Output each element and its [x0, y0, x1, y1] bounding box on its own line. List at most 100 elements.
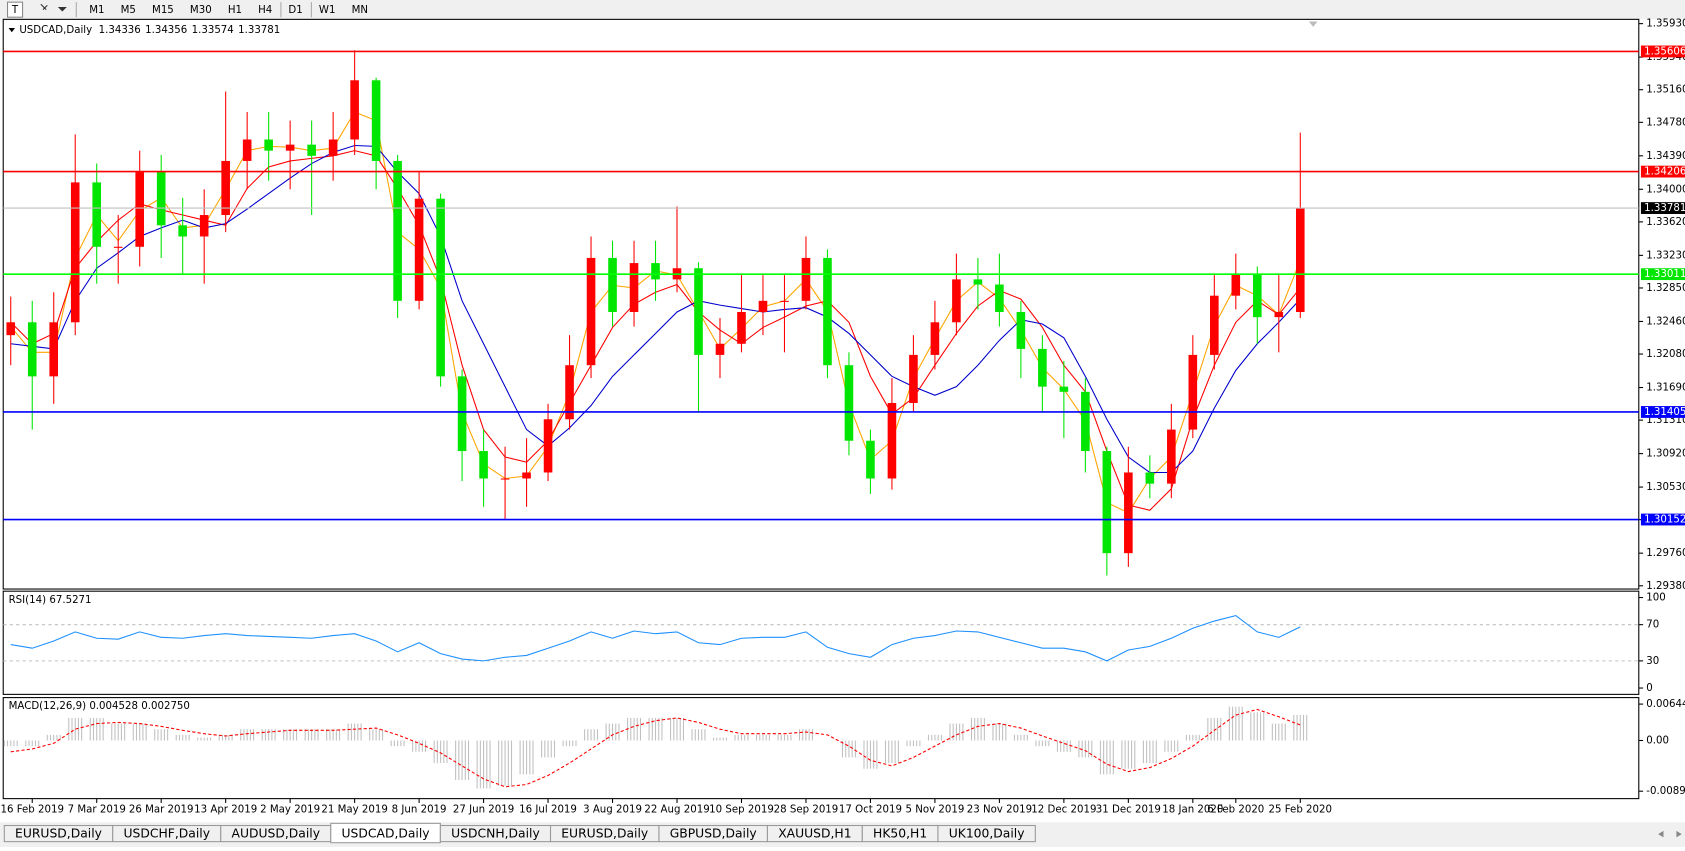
price-tag [1640, 45, 1685, 58]
candle-body [1081, 391, 1090, 452]
y-tick-label: 1.34780 [1646, 117, 1685, 128]
candle-body [113, 246, 123, 248]
timeframe-button[interactable]: D1 [288, 5, 302, 16]
timeframe-button[interactable]: W1 [319, 5, 336, 16]
candle-body [371, 80, 381, 161]
candle-body [1231, 274, 1241, 296]
y-tick-label: 0 [1646, 683, 1652, 694]
y-tick-label: 1.29760 [1646, 548, 1685, 559]
candle-body [844, 365, 854, 441]
candle-body [1102, 451, 1112, 554]
x-tick-label: 13 Apr 2019 [194, 804, 257, 815]
candle-body [242, 139, 252, 161]
price-tag-label: 1.34206 [1644, 167, 1685, 178]
tab-label[interactable]: USDCHF,Daily [123, 827, 210, 841]
tab-scroll-arrows[interactable] [1658, 830, 1682, 838]
candle-body [457, 376, 467, 452]
candle-body [135, 172, 144, 247]
y-tick-label: 1.32460 [1646, 316, 1685, 327]
y-tick-label: 1.35930 [1646, 19, 1685, 30]
y-tick-label: 1.35160 [1646, 85, 1685, 96]
chart-shift-marker [1308, 21, 1318, 27]
tab-label[interactable]: EURUSD,Daily [15, 827, 102, 841]
price-tag [1640, 268, 1685, 281]
candle-body [70, 182, 80, 323]
timeframe-button[interactable]: M5 [121, 5, 136, 16]
x-tick-label: 18 Jan 2020 [1162, 804, 1223, 815]
symbol: USDCAD,Daily [19, 25, 92, 36]
candle-body [285, 144, 295, 151]
arrow-tool-icon[interactable] [40, 3, 67, 12]
candle-body [393, 160, 402, 301]
candle-body [1274, 311, 1284, 318]
tab-label[interactable]: GBPUSD,Daily [670, 827, 757, 841]
tab-label[interactable]: UK100,Daily [949, 827, 1025, 841]
candle-body [1210, 295, 1219, 355]
x-tick-label: 17 Oct 2019 [839, 804, 902, 815]
candle-body [1038, 348, 1047, 387]
collapse-icon[interactable] [8, 27, 16, 33]
chart-header: USDCAD,Daily 1.34336 1.34356 1.33574 1.33781 [19, 25, 280, 36]
candle-body [500, 478, 510, 480]
timeframe-bar: M1 M5 M15 M30 H1 H4 D1 W1 MN [89, 2, 368, 18]
y-tick-label: 1.35540 [1646, 52, 1685, 63]
x-tick-label: 21 May 2019 [321, 804, 388, 815]
timeframe-button[interactable]: H4 [258, 5, 272, 16]
candle-body [930, 322, 940, 355]
x-tick-label: 10 Sep 2019 [709, 804, 774, 815]
candle-body [973, 279, 983, 285]
candle-body [92, 182, 102, 247]
candle-body [414, 198, 424, 301]
x-tick-label: 28 Sep 2019 [774, 804, 839, 815]
tab-label[interactable]: AUDUSD,Daily [232, 827, 321, 841]
tab-label[interactable]: USDCAD,Daily [342, 827, 430, 841]
candle-body [887, 402, 897, 479]
candle-body [737, 311, 746, 344]
candle-body [1167, 429, 1176, 484]
low-price: 1.33574 [192, 25, 234, 36]
candle-body [6, 322, 16, 336]
price-tag-label: 1.30152 [1644, 515, 1685, 526]
timeframe-button[interactable]: M15 [152, 5, 174, 16]
price-tag-label: 1.33781 [1644, 203, 1685, 214]
y-tick-label: 1.33230 [1646, 250, 1685, 261]
y-tick-label: 1.30530 [1646, 482, 1685, 493]
candle-body [608, 257, 617, 312]
x-tick-label: 2 May 2019 [260, 804, 320, 815]
candle-body [758, 300, 768, 312]
candle-body [694, 268, 703, 355]
x-tick-label: 25 Feb 2020 [1269, 804, 1333, 815]
y-tick-label: 100 [1646, 593, 1665, 604]
y-tick-label: 1.34000 [1646, 184, 1685, 195]
tab[interactable] [937, 824, 1036, 843]
y-tick-label: 1.32850 [1646, 283, 1685, 294]
candle-body [436, 198, 445, 377]
x-tick-label: 27 Jun 2019 [453, 804, 514, 815]
tab-label[interactable]: HK50,H1 [873, 827, 927, 841]
candle-body [715, 343, 725, 355]
high-price: 1.34356 [145, 25, 187, 36]
candle-body [307, 144, 316, 156]
candle-body [801, 257, 811, 301]
text-tool-icon[interactable] [6, 1, 24, 18]
candle-body [199, 215, 209, 237]
timeframe-button[interactable]: M30 [190, 5, 212, 16]
x-tick-label: 31 Dec 2019 [1096, 804, 1161, 815]
timeframe-button[interactable]: M1 [89, 5, 104, 16]
candle-body [1253, 274, 1262, 318]
y-tick-label: 1.31310 [1646, 415, 1685, 426]
x-tick-label: 3 Aug 2019 [583, 804, 642, 815]
candle-body [866, 440, 875, 479]
timeframe-button[interactable]: H1 [228, 5, 242, 16]
candle-body [565, 365, 574, 420]
open-price: 1.34336 [99, 25, 141, 36]
candle-body [780, 300, 789, 302]
timeframe-button[interactable]: MN [352, 5, 368, 16]
tab-label[interactable]: EURUSD,Daily [561, 827, 648, 841]
tab-label[interactable]: USDCNH,Daily [451, 827, 540, 841]
tab-label[interactable]: XAUUSD,H1 [778, 827, 851, 841]
y-tick-label: 1.30920 [1646, 449, 1685, 460]
price-tag [1640, 165, 1685, 178]
macd-title: MACD(12,26,9) 0.004528 0.002750 [9, 701, 190, 712]
candle-body [264, 139, 273, 151]
